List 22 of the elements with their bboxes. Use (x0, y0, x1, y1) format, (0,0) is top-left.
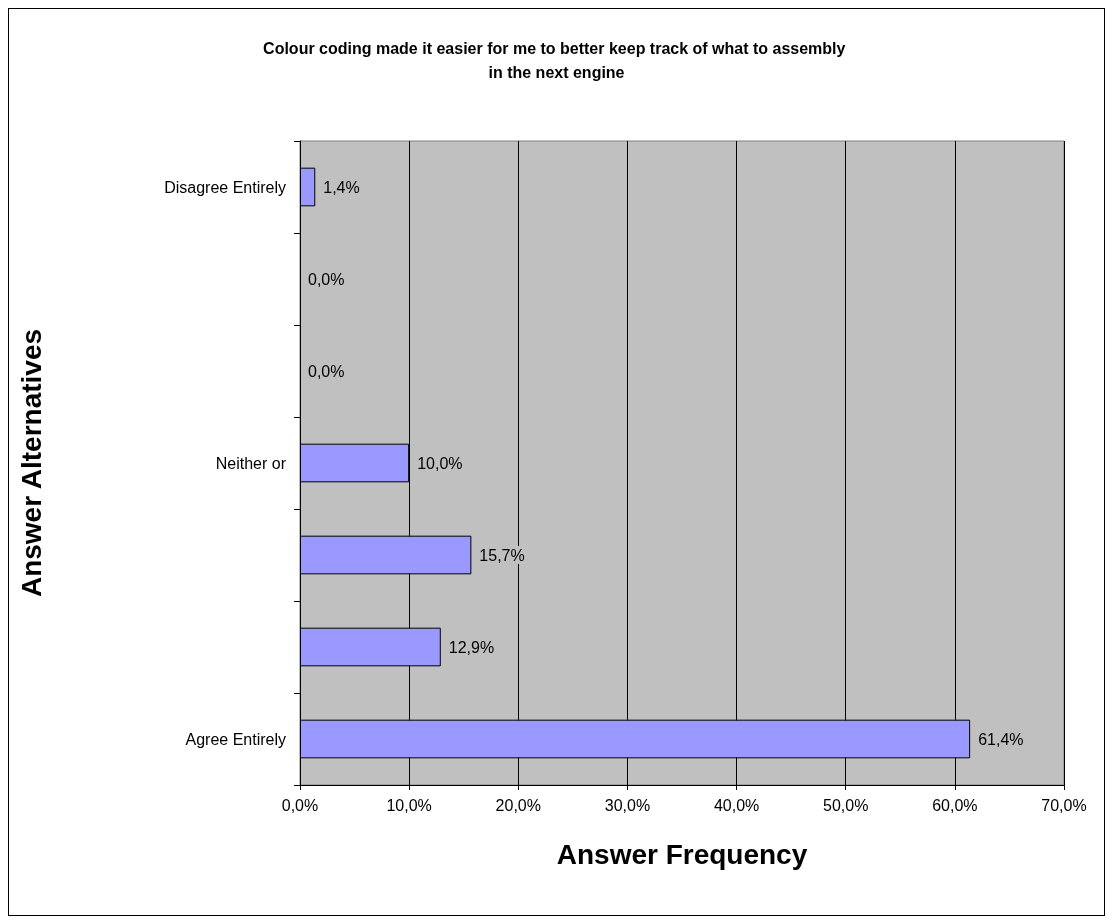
x-tick-label: 70,0% (1041, 796, 1087, 814)
x-tick-label: 50,0% (823, 796, 869, 814)
x-tick-label: 10,0% (386, 796, 432, 814)
data-label: 15,7% (479, 546, 525, 564)
bar (300, 167, 316, 207)
data-label: 61,4% (978, 730, 1024, 748)
x-tick-label: 30,0% (604, 796, 651, 814)
y-axis-title: Answer Alternatives (15, 328, 47, 598)
chart-title: Colour coding made it easier for me to better keep track of what to assembly in the next engine (263, 39, 850, 81)
data-label: 12,9% (448, 638, 495, 656)
y-tick-label: Agree Entirely (185, 730, 286, 748)
x-tick-label: 0,0% (281, 796, 319, 814)
data-label: 1,4% (323, 178, 360, 196)
x-tick-label: 60,0% (932, 796, 978, 814)
x-axis-title: Answer Frequency (556, 838, 808, 870)
y-tick-label: Disagree Entirely (164, 178, 286, 196)
x-tick-label: 40,0% (713, 796, 760, 814)
x-tick-label: 20,0% (495, 796, 541, 814)
data-label: 0,0% (308, 362, 345, 380)
y-tick-label: Neither or (215, 454, 287, 472)
data-label: 10,0% (417, 454, 463, 472)
data-label: 0,0% (308, 270, 345, 288)
